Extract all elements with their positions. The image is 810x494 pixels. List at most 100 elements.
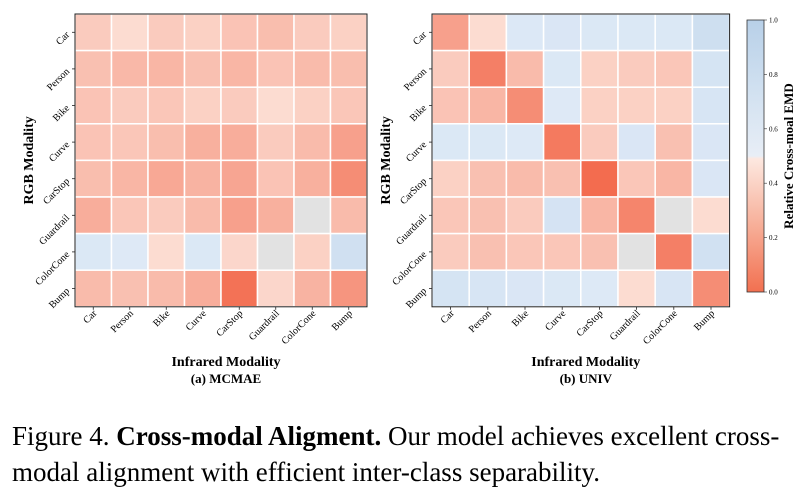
y-tick-label: Guardrail (394, 212, 429, 247)
heatmap-cell (147, 232, 186, 271)
heatmap-cell (654, 49, 694, 88)
panel-subtitle: (b) UNIV (560, 371, 613, 386)
heatmap-cell (256, 196, 295, 235)
heatmap-cell (183, 232, 222, 271)
heatmap-cell (183, 269, 222, 308)
heatmap-cell (580, 123, 619, 162)
heatmap-cell (617, 159, 656, 198)
heatmap-cell (220, 196, 259, 235)
x-tick-label: Car (81, 308, 99, 326)
y-tick-label: ColorCone (33, 249, 72, 288)
heatmap-cell (468, 49, 508, 88)
heatmap-cell (74, 86, 113, 125)
heatmap-cell (468, 13, 508, 52)
heatmap-cell (110, 123, 149, 162)
heatmap-cell (542, 232, 582, 271)
heatmap-cell (505, 232, 545, 271)
heatmap-cell (580, 196, 619, 235)
heatmap-cell (329, 159, 368, 198)
heatmap-cell (654, 196, 694, 235)
heatmap-cell (468, 232, 508, 271)
heatmap-cell (256, 13, 295, 52)
heatmap-cell (580, 86, 619, 125)
heatmap-cell (505, 159, 545, 198)
heatmap-cell (256, 123, 295, 162)
x-tick-label: Person (467, 308, 494, 335)
heatmap-cell (256, 232, 295, 271)
heatmap-cell (691, 269, 731, 308)
heatmap-cell (110, 269, 149, 308)
heatmap-cell (580, 13, 619, 52)
heatmap-mcmae: CarPersonBikeCurveCarStopGuardrailColorC… (22, 13, 368, 386)
heatmap-cell (431, 123, 470, 162)
heatmap-cell (256, 86, 295, 125)
colorbar-tick-label: 0.4 (769, 180, 778, 188)
heatmap-cell (147, 269, 186, 308)
colorbar-tick-label: 0.8 (769, 71, 778, 79)
heatmap-cell (220, 123, 259, 162)
heatmap-cell (468, 86, 508, 125)
y-tick-label: Curve (47, 139, 72, 164)
heatmap-cell (293, 232, 332, 271)
heatmap-cell (220, 232, 259, 271)
heatmap-cell (617, 232, 656, 271)
colorbar-tick-label: 0.6 (769, 125, 778, 133)
heatmap-cell (183, 123, 222, 162)
heatmap-cell (329, 13, 368, 52)
x-tick-label: Person (109, 308, 136, 335)
heatmap-cell (505, 13, 545, 52)
heatmap-cell (468, 123, 508, 162)
heatmap-cell (654, 159, 694, 198)
heatmap-cell (654, 269, 694, 308)
x-tick-label: Bump (692, 308, 717, 333)
panel-subtitle: (a) MCMAE (191, 371, 261, 386)
heatmap-cell (468, 269, 508, 308)
heatmap-cell (431, 159, 470, 198)
heatmap-cell (431, 269, 470, 308)
heatmap-cell (110, 86, 149, 125)
colorbar-tick-label: 0.0 (769, 289, 778, 297)
heatmap-cell (691, 232, 731, 271)
heatmap-cell (617, 13, 656, 52)
heatmap-cell (183, 13, 222, 52)
heatmap-cell (220, 86, 259, 125)
heatmap-cell (329, 86, 368, 125)
heatmap-cell (74, 13, 113, 52)
figure: CarPersonBikeCurveCarStopGuardrailColorC… (22, 13, 796, 386)
heatmap-cell (74, 159, 113, 198)
heatmap-cell (74, 123, 113, 162)
heatmap-cell (542, 49, 582, 88)
plot-frame (74, 13, 368, 308)
heatmap-cell (293, 123, 332, 162)
heatmap-cell (147, 49, 186, 88)
heatmap-cell (691, 49, 731, 88)
heatmap-cell (580, 49, 619, 88)
heatmap-cell (654, 123, 694, 162)
heatmap-cell (580, 232, 619, 271)
y-axis-label: RGB Modality (379, 116, 394, 204)
heatmap-univ: CarPersonBikeCurveCarStopGuardrailColorC… (379, 13, 731, 386)
y-tick-label: Person (402, 66, 429, 93)
heatmap-cell (293, 86, 332, 125)
heatmap-cell (542, 196, 582, 235)
x-tick-label: Bump (330, 308, 355, 333)
y-axis-label: RGB Modality (22, 116, 37, 204)
heatmap-cell (110, 232, 149, 271)
heatmap-cell (293, 196, 332, 235)
y-tick-label: Bike (51, 102, 73, 124)
heatmap-cell (183, 49, 222, 88)
y-tick-label: Guardrail (37, 212, 72, 247)
heatmap-cell (329, 49, 368, 88)
y-tick-label: Car (54, 29, 72, 47)
colorbar: 0.0 0.2 0.4 0.6 0.8 1.0 Relative Cross-moal E… (746, 17, 796, 297)
caption-title: Cross-modal Aligment. (116, 421, 382, 451)
colorbar-gradient (746, 19, 765, 293)
heatmap-cell (505, 269, 545, 308)
heatmap-cell (431, 13, 470, 52)
heatmap-cell (147, 123, 186, 162)
heatmap-cell (256, 269, 295, 308)
heatmap-cell (505, 49, 545, 88)
heatmap-cell (505, 86, 545, 125)
heatmap-cell (110, 159, 149, 198)
x-tick-label: Guardrail (608, 308, 643, 343)
